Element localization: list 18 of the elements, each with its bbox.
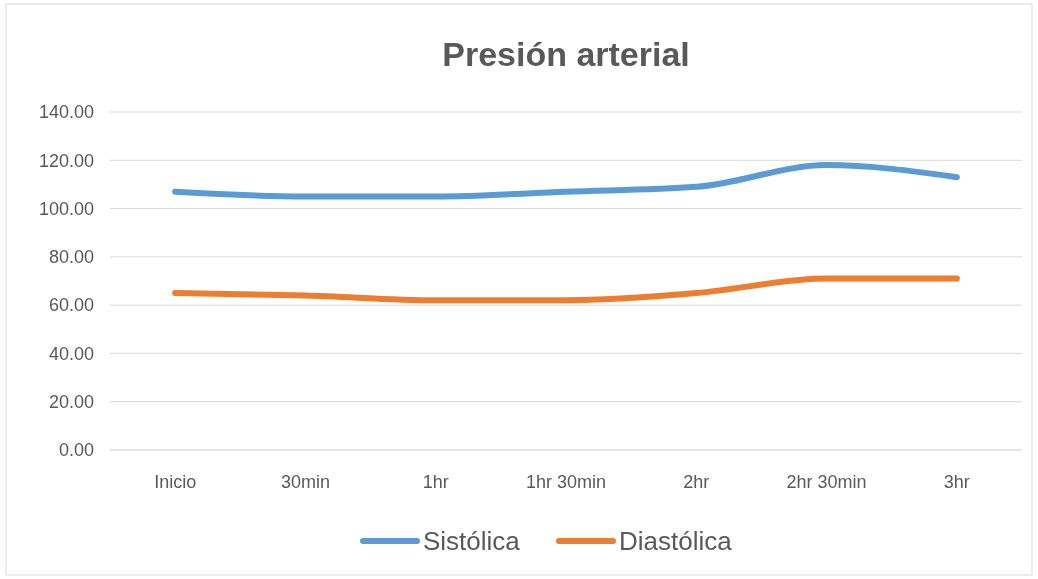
x-tick-label: 30min [280,472,330,492]
y-tick-label: 40.00 [48,343,94,364]
y-tick-label: 100.00 [38,198,94,219]
y-tick-label: 0.00 [58,440,94,461]
x-tick-label: 1hr 30min [525,472,607,492]
y-tick-label: 140.00 [38,102,94,123]
x-tick-label: Inicio [154,472,197,492]
x-tick-label: 3hr [943,472,970,492]
x-tick-label: 2hr 30min [786,472,867,492]
y-tick-label: 120.00 [38,150,94,171]
y-tick-label: 20.00 [48,392,94,413]
legend-label: Sistólica [423,526,521,557]
x-tick-label: 2hr [683,472,710,492]
x-tick-label: 1hr [422,472,449,492]
legend-label: Diastólica [619,526,733,557]
y-tick-label: 60.00 [48,295,94,316]
y-tick-label: 80.00 [48,247,94,268]
chart-title: Presión arterial [442,35,690,73]
